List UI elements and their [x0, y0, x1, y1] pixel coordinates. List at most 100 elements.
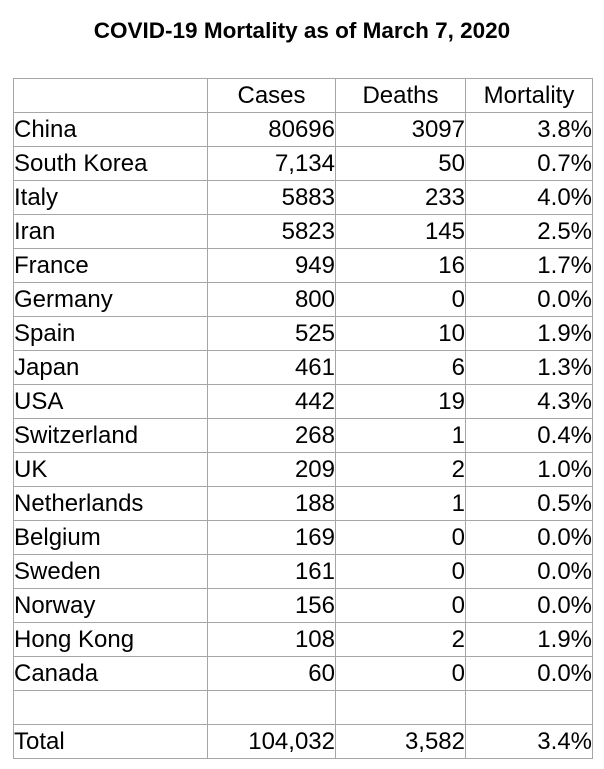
- deaths-cell[interactable]: 50: [335, 146, 466, 181]
- table-row: Netherlands 188 1 0.5%: [13, 486, 593, 521]
- deaths-cell[interactable]: 10: [335, 316, 466, 351]
- country-cell[interactable]: Japan: [13, 350, 208, 385]
- mortality-cell[interactable]: 0.0%: [465, 554, 593, 589]
- mortality-cell[interactable]: [465, 690, 593, 725]
- header-mortality[interactable]: Mortality: [465, 78, 593, 113]
- country-cell[interactable]: Switzerland: [13, 418, 208, 453]
- cases-cell[interactable]: 461: [207, 350, 336, 385]
- country-cell[interactable]: UK: [13, 452, 208, 487]
- cases-cell[interactable]: 5883: [207, 180, 336, 215]
- mortality-cell[interactable]: 1.3%: [465, 350, 593, 385]
- mortality-cell[interactable]: 1.7%: [465, 248, 593, 283]
- mortality-cell[interactable]: 0.0%: [465, 520, 593, 555]
- deaths-cell[interactable]: 233: [335, 180, 466, 215]
- deaths-cell[interactable]: 0: [335, 656, 466, 691]
- table-row: China 80696 3097 3.8%: [13, 112, 593, 147]
- country-cell[interactable]: China: [13, 112, 208, 147]
- cases-cell[interactable]: 188: [207, 486, 336, 521]
- mortality-cell[interactable]: 0.0%: [465, 282, 593, 317]
- table-row: Iran 5823 145 2.5%: [13, 214, 593, 249]
- table-row: Germany 800 0 0.0%: [13, 282, 593, 317]
- deaths-cell[interactable]: 1: [335, 486, 466, 521]
- header-cases[interactable]: Cases: [207, 78, 336, 113]
- deaths-cell[interactable]: 0: [335, 554, 466, 589]
- country-cell[interactable]: South Korea: [13, 146, 208, 181]
- mortality-table: Cases Deaths Mortality China 80696 3097 3.8…: [13, 78, 593, 759]
- cases-cell[interactable]: 800: [207, 282, 336, 317]
- table-row: France 949 16 1.7%: [13, 248, 593, 283]
- country-cell[interactable]: [13, 690, 208, 725]
- country-cell[interactable]: Norway: [13, 588, 208, 623]
- cases-cell[interactable]: 7,134: [207, 146, 336, 181]
- sheet-title: COVID-19 Mortality as of March 7, 2020: [93, 18, 511, 43]
- cases-cell[interactable]: 5823: [207, 214, 336, 249]
- deaths-cell[interactable]: 1: [335, 418, 466, 453]
- header-deaths[interactable]: Deaths: [335, 78, 466, 113]
- country-cell[interactable]: Spain: [13, 316, 208, 351]
- deaths-cell[interactable]: [335, 690, 466, 725]
- deaths-cell[interactable]: 3,582: [335, 724, 466, 759]
- deaths-cell[interactable]: 145: [335, 214, 466, 249]
- country-cell[interactable]: Iran: [13, 214, 208, 249]
- mortality-cell[interactable]: 4.3%: [465, 384, 593, 419]
- deaths-cell[interactable]: 3097: [335, 112, 466, 147]
- table-row: USA 442 19 4.3%: [13, 384, 593, 419]
- country-cell[interactable]: Sweden: [13, 554, 208, 589]
- table-row: Spain 525 10 1.9%: [13, 316, 593, 351]
- country-cell[interactable]: Belgium: [13, 520, 208, 555]
- header-country[interactable]: [13, 78, 208, 113]
- mortality-cell[interactable]: 0.0%: [465, 656, 593, 691]
- table-row: Japan 461 6 1.3%: [13, 350, 593, 385]
- cases-cell[interactable]: 156: [207, 588, 336, 623]
- table-row: South Korea 7,134 50 0.7%: [13, 146, 593, 181]
- country-cell[interactable]: Germany: [13, 282, 208, 317]
- cases-cell[interactable]: 108: [207, 622, 336, 657]
- cases-cell[interactable]: 161: [207, 554, 336, 589]
- cases-cell[interactable]: 525: [207, 316, 336, 351]
- mortality-cell[interactable]: 0.7%: [465, 146, 593, 181]
- mortality-cell[interactable]: 1.9%: [465, 622, 593, 657]
- mortality-cell[interactable]: 0.0%: [465, 588, 593, 623]
- cases-cell[interactable]: 209: [207, 452, 336, 487]
- mortality-cell[interactable]: 2.5%: [465, 214, 593, 249]
- mortality-cell[interactable]: 0.4%: [465, 418, 593, 453]
- deaths-cell[interactable]: 2: [335, 622, 466, 657]
- cases-cell[interactable]: 60: [207, 656, 336, 691]
- cases-cell[interactable]: [207, 690, 336, 725]
- deaths-cell[interactable]: 2: [335, 452, 466, 487]
- table-row: Sweden 161 0 0.0%: [13, 554, 593, 589]
- deaths-cell[interactable]: 0: [335, 588, 466, 623]
- country-cell[interactable]: Canada: [13, 656, 208, 691]
- deaths-cell[interactable]: 6: [335, 350, 466, 385]
- mortality-cell[interactable]: 1.9%: [465, 316, 593, 351]
- cases-cell[interactable]: 442: [207, 384, 336, 419]
- table-row: Norway 156 0 0.0%: [13, 588, 593, 623]
- deaths-cell[interactable]: 16: [335, 248, 466, 283]
- cases-cell[interactable]: 80696: [207, 112, 336, 147]
- table-row: Canada 60 0 0.0%: [13, 656, 593, 691]
- mortality-cell[interactable]: 3.4%: [465, 724, 593, 759]
- deaths-cell[interactable]: 0: [335, 520, 466, 555]
- table-row: Hong Kong 108 2 1.9%: [13, 622, 593, 657]
- table-row: Belgium 169 0 0.0%: [13, 520, 593, 555]
- table-row: Italy 5883 233 4.0%: [13, 180, 593, 215]
- country-cell[interactable]: Hong Kong: [13, 622, 208, 657]
- country-cell[interactable]: Total: [13, 724, 208, 759]
- cases-cell[interactable]: 169: [207, 520, 336, 555]
- deaths-cell[interactable]: 19: [335, 384, 466, 419]
- empty-row: [13, 690, 593, 725]
- cases-cell[interactable]: 949: [207, 248, 336, 283]
- country-cell[interactable]: USA: [13, 384, 208, 419]
- mortality-cell[interactable]: 3.8%: [465, 112, 593, 147]
- country-cell[interactable]: France: [13, 248, 208, 283]
- cases-cell[interactable]: 104,032: [207, 724, 336, 759]
- deaths-cell[interactable]: 0: [335, 282, 466, 317]
- table-row: Switzerland 268 1 0.4%: [13, 418, 593, 453]
- total-row: Total 104,032 3,582 3.4%: [13, 724, 593, 759]
- country-cell[interactable]: Italy: [13, 180, 208, 215]
- country-cell[interactable]: Netherlands: [13, 486, 208, 521]
- cases-cell[interactable]: 268: [207, 418, 336, 453]
- mortality-cell[interactable]: 4.0%: [465, 180, 593, 215]
- mortality-cell[interactable]: 0.5%: [465, 486, 593, 521]
- mortality-cell[interactable]: 1.0%: [465, 452, 593, 487]
